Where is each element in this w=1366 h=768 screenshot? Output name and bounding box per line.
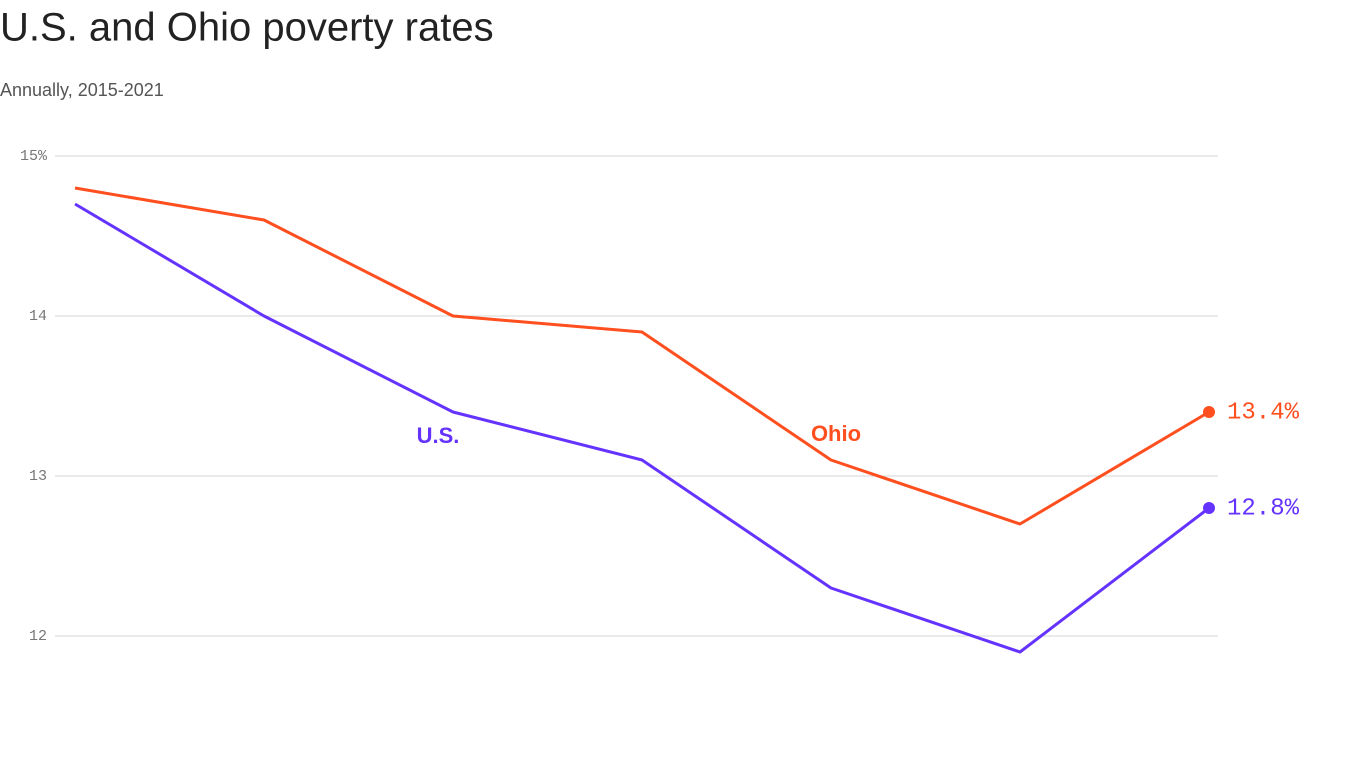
series-label: U.S. [417,423,460,448]
y-tick-label: 14 [29,308,47,325]
end-point [1203,406,1215,418]
end-point [1203,502,1215,514]
y-tick-label: 13 [29,468,47,485]
y-tick-label: 15% [20,148,48,165]
chart-title: U.S. and Ohio poverty rates [0,6,494,50]
y-tick-label: 12 [29,628,47,645]
series-label: Ohio [811,421,861,446]
series-line [74,186,1210,526]
value-label: 12.8% [1227,495,1300,522]
series-line [74,202,1210,654]
value-label: 13.4% [1227,399,1300,426]
chart-subtitle: Annually, 2015-2021 [0,80,164,100]
